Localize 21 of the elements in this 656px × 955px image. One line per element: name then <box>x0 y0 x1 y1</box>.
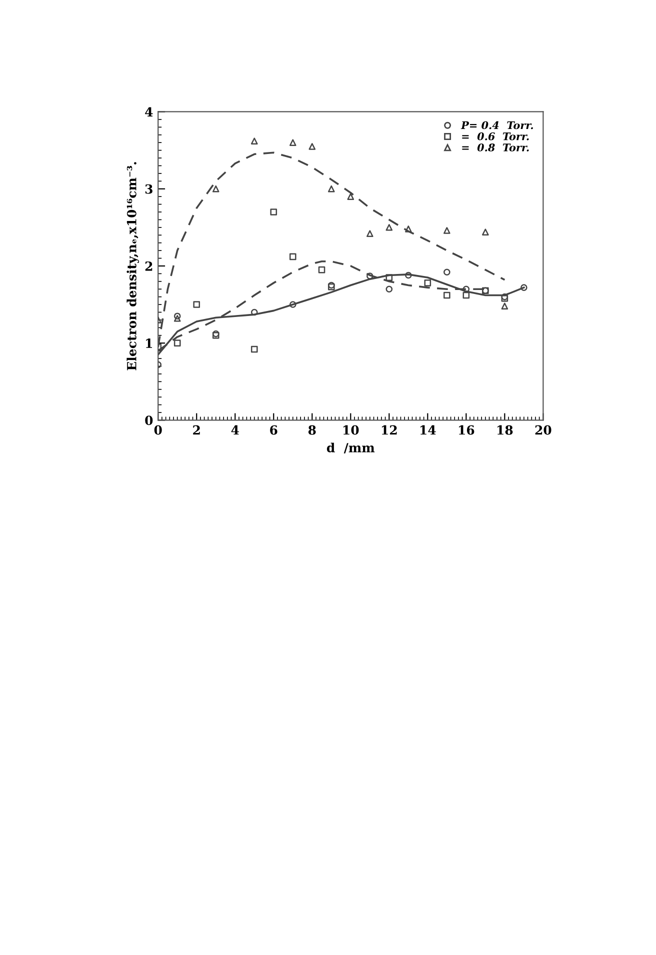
x-tick-label: 2 <box>193 425 200 435</box>
y-tick-label: 2 <box>145 261 152 271</box>
y-tick-label: 1 <box>146 338 152 348</box>
y-tick-label: 3 <box>145 184 152 194</box>
x-tick-label: 10 <box>343 425 359 435</box>
x-tick-label: 0 <box>154 425 162 435</box>
x-tick-label: 18 <box>497 425 513 435</box>
x-tick-label: 8 <box>308 425 316 435</box>
legend-label: P= 0.4 Torr. <box>460 121 533 130</box>
legend-label: = 0.6 Torr. <box>462 132 529 140</box>
y-tick-label: 0 <box>145 416 153 426</box>
x-tick-label: 6 <box>270 425 278 435</box>
x-tick-label: 16 <box>458 425 474 435</box>
y-axis-title: Electron density,nₑ,x10¹⁶cm⁻³. <box>126 162 139 370</box>
legend-label: = 0.8 Torr. <box>462 144 529 152</box>
x-axis-title: d /mm <box>326 442 375 454</box>
x-tick-label: 14 <box>420 425 436 435</box>
x-tick-label: 20 <box>535 425 552 435</box>
y-tick-label: 4 <box>145 107 153 116</box>
x-tick-label: 4 <box>231 425 239 435</box>
x-tick-label: 12 <box>382 425 397 435</box>
